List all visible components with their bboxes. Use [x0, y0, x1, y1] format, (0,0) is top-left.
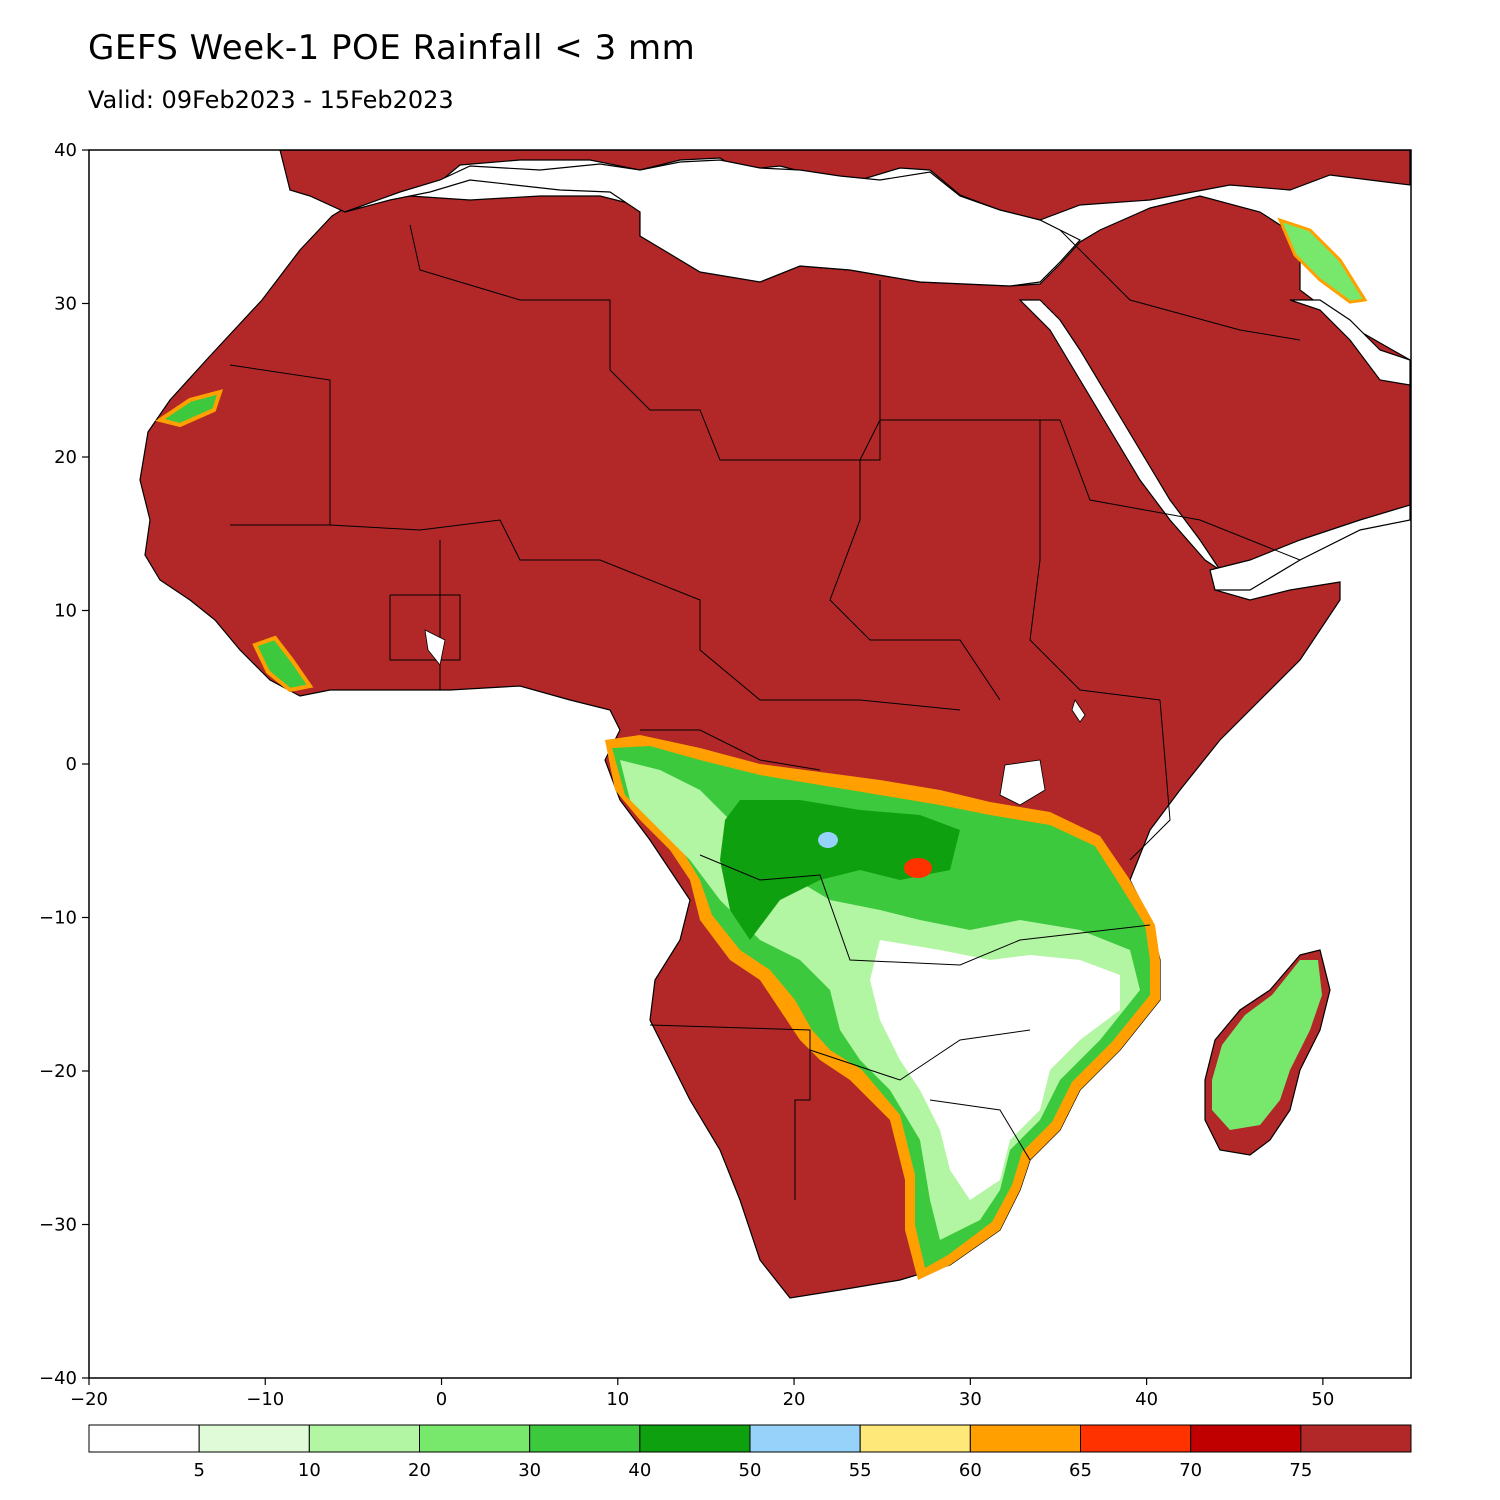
colorbar-swatch: [749, 1424, 861, 1453]
x-tick-label: 0: [436, 1389, 447, 1410]
colorbar-swatch: [198, 1424, 310, 1453]
x-tick-label: 10: [606, 1389, 629, 1410]
x-tick-label: 30: [959, 1389, 982, 1410]
red-sea: [1018, 299, 1221, 571]
colorbar-label: 60: [959, 1460, 982, 1481]
y-tick-label: 30: [54, 294, 77, 315]
colorbar-swatch: [1080, 1424, 1192, 1453]
x-tick-label: −20: [70, 1389, 108, 1410]
colorbar-swatch: [969, 1424, 1081, 1453]
colorbar-label: 50: [739, 1460, 762, 1481]
y-tick-label: 0: [66, 754, 77, 775]
y-tick-label: −40: [39, 1368, 77, 1389]
map-plot-area: [139, 150, 1411, 1299]
y-tick-label: −10: [39, 908, 77, 929]
y-tick-label: 20: [54, 447, 77, 468]
wet-region-driest-white: [870, 940, 1120, 1200]
y-axis-ticks: 40 30 20 10 0 −10 −20 −30 −40: [39, 140, 89, 1389]
colorbar-label: 10: [298, 1460, 321, 1481]
x-axis-ticks: −20 −10 0 10 20 30 40 50: [70, 1378, 1334, 1410]
x-tick-label: 50: [1311, 1389, 1334, 1410]
colorbar: 5 10 20 30 40 50 55 60 65 70 75: [88, 1424, 1412, 1481]
madagascar-wet-region: [1212, 960, 1322, 1130]
iran-wet-patch: [1277, 217, 1368, 304]
colorbar-label: 30: [518, 1460, 541, 1481]
colorbar-label: 75: [1289, 1460, 1312, 1481]
gulf-of-aden: [1209, 504, 1411, 591]
map-title: GEFS Week-1 POE Rainfall < 3 mm: [88, 28, 696, 68]
y-tick-label: 40: [54, 140, 77, 161]
x-tick-label: 20: [783, 1389, 806, 1410]
colorbar-swatch: [88, 1424, 200, 1453]
colorbar-swatch: [639, 1424, 751, 1453]
persian-gulf: [1289, 299, 1411, 386]
colorbar-label: 70: [1179, 1460, 1202, 1481]
liberia-wet-patch: [252, 635, 314, 693]
y-tick-label: 10: [54, 601, 77, 622]
colorbar-swatch: [419, 1424, 531, 1453]
map-subtitle: Valid: 09Feb2023 - 15Feb2023: [88, 86, 454, 114]
colorbar-label: 55: [849, 1460, 872, 1481]
wet-region-red-spot: [904, 858, 932, 878]
colorbar-swatch: [1190, 1424, 1302, 1453]
western-sahara-wet-patch: [155, 389, 224, 428]
colorbar-swatch: [529, 1424, 641, 1453]
colorbar-swatch: [859, 1424, 971, 1453]
country-borders: [229, 224, 1301, 1200]
colorbar-swatch: [1300, 1424, 1412, 1453]
colorbar-label: 20: [408, 1460, 431, 1481]
wet-region-core-dark-green: [720, 800, 960, 940]
y-tick-label: −30: [39, 1215, 77, 1236]
y-tick-label: −20: [39, 1061, 77, 1082]
colorbar-label: 5: [193, 1460, 204, 1481]
x-tick-label: −10: [246, 1389, 284, 1410]
x-tick-label: 40: [1135, 1389, 1158, 1410]
wet-region-blue-spot: [818, 832, 838, 848]
colorbar-label: 40: [628, 1460, 651, 1481]
colorbar-label: 65: [1069, 1460, 1092, 1481]
colorbar-swatch: [308, 1424, 421, 1453]
inland-lakes: [424, 629, 1086, 806]
